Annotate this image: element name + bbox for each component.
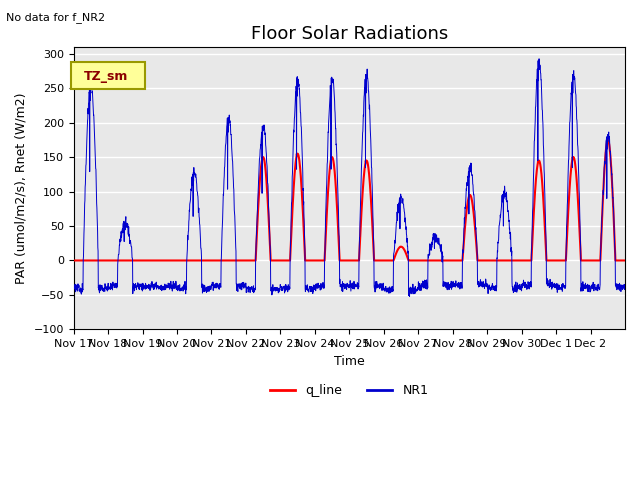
FancyBboxPatch shape bbox=[71, 62, 145, 89]
Legend: q_line, NR1: q_line, NR1 bbox=[266, 379, 433, 402]
Text: No data for f_NR2: No data for f_NR2 bbox=[6, 12, 106, 23]
NR1 bbox=[125, 224, 132, 229]
q_line bbox=[604, 137, 611, 143]
NR1 bbox=[70, 288, 77, 293]
q_line bbox=[244, 258, 252, 264]
NR1 bbox=[535, 56, 543, 61]
X-axis label: Time: Time bbox=[334, 355, 365, 368]
NR1 bbox=[621, 285, 629, 290]
q_line bbox=[125, 258, 132, 264]
NR1 bbox=[406, 293, 413, 299]
q_line bbox=[515, 258, 523, 264]
Y-axis label: PAR (umol/m2/s), Rnet (W/m2): PAR (umol/m2/s), Rnet (W/m2) bbox=[15, 92, 28, 284]
NR1 bbox=[614, 281, 621, 287]
q_line bbox=[70, 258, 77, 264]
Title: Floor Solar Radiations: Floor Solar Radiations bbox=[251, 24, 448, 43]
NR1 bbox=[244, 286, 252, 291]
NR1 bbox=[383, 289, 390, 295]
q_line bbox=[383, 258, 390, 264]
Line: q_line: q_line bbox=[74, 140, 625, 261]
Line: NR1: NR1 bbox=[74, 59, 625, 296]
q_line bbox=[547, 258, 554, 264]
q_line bbox=[621, 258, 629, 264]
q_line bbox=[614, 258, 621, 264]
Text: TZ_sm: TZ_sm bbox=[84, 70, 128, 83]
NR1 bbox=[547, 281, 555, 287]
NR1 bbox=[516, 287, 524, 292]
